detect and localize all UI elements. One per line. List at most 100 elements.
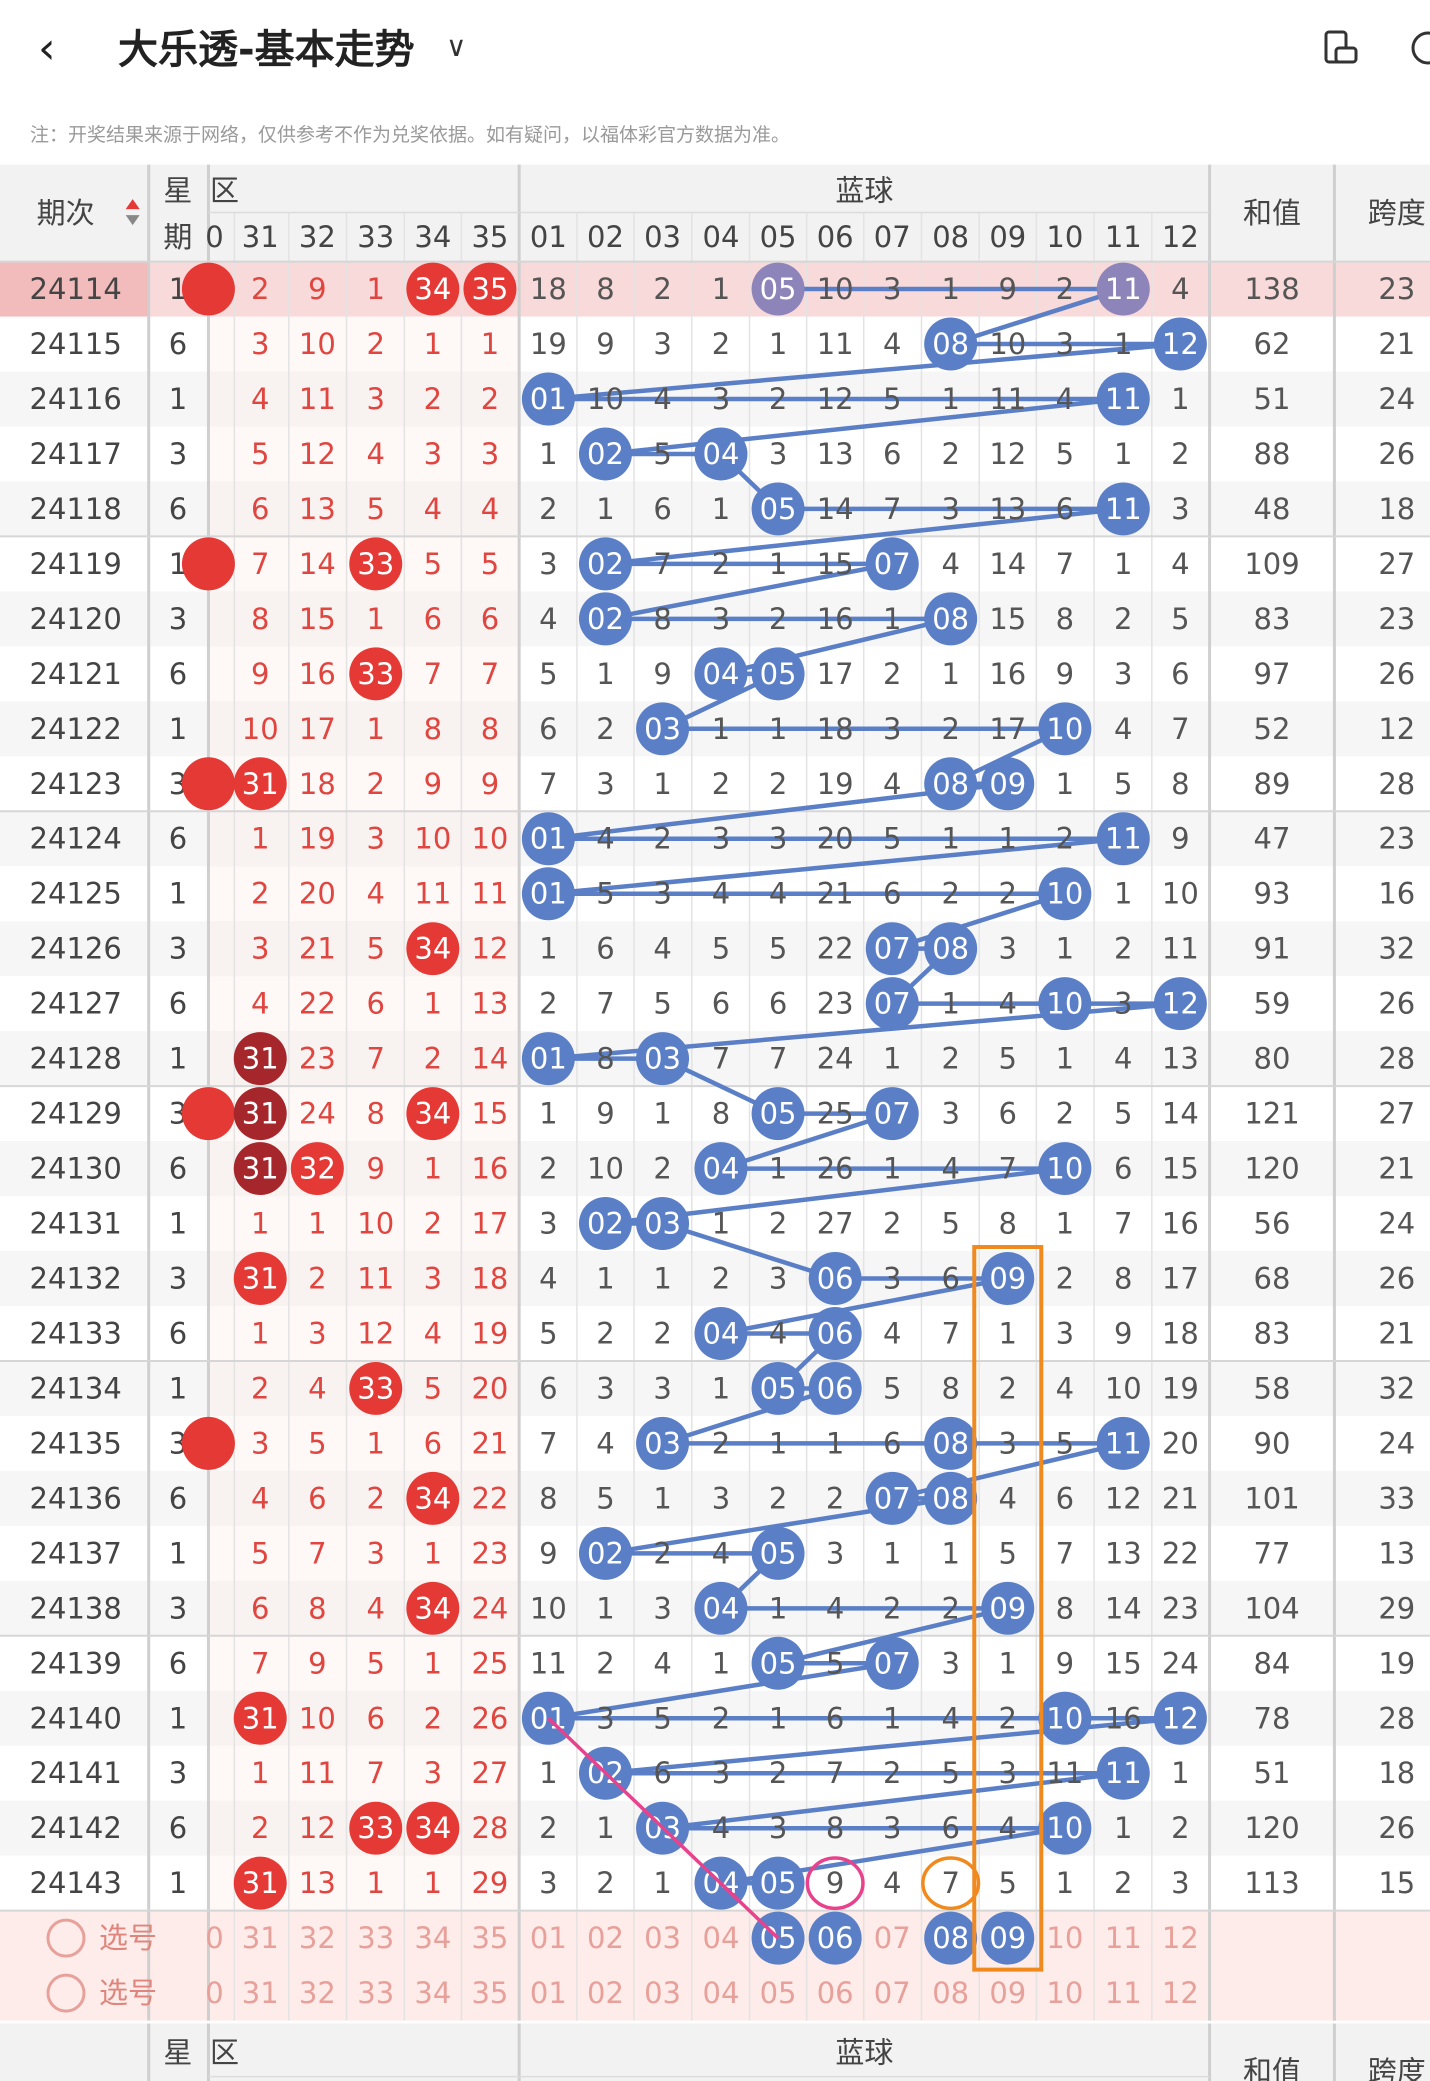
blue-miss-count: 2 — [1056, 1262, 1074, 1296]
blue-miss-count: 6 — [883, 877, 901, 911]
sum-cell: 56 — [1254, 1207, 1291, 1241]
red-miss-count: 1 — [367, 712, 385, 746]
red-miss-count: 7 — [308, 1536, 326, 1570]
blue-miss-count: 4 — [941, 547, 959, 581]
blue-miss-count: 5 — [1056, 437, 1074, 471]
blue-miss-count: 9 — [826, 1866, 844, 1900]
blue-ball-label: 09 — [989, 1591, 1026, 1625]
blue-ball — [1153, 317, 1207, 371]
blue-miss-count: 1 — [941, 382, 959, 416]
blue-ball-label: 08 — [932, 932, 969, 966]
blue-ball — [751, 482, 805, 536]
page-title[interactable]: 大乐透-基本走势 — [118, 27, 415, 73]
selected-blue-ball[interactable] — [808, 1911, 862, 1965]
table-row-24127: 24127 6 4 22 6 1 13 2 7 5 6 6 23 07 1 4 10 3 12 59 26 — [30, 977, 1415, 1031]
select-red-number: 34 — [414, 1976, 451, 2010]
footer-red-zone-header: 区 — [210, 2036, 239, 2070]
span-cell: 33 — [1378, 1481, 1415, 1515]
more-circle-icon[interactable] — [1410, 30, 1430, 66]
span-cell: 23 — [1378, 602, 1415, 636]
red-miss-count: 1 — [308, 1207, 326, 1241]
blue-miss-count: 1 — [769, 712, 787, 746]
red-miss-count: 4 — [424, 492, 442, 526]
red-ball — [349, 1361, 403, 1415]
blue-ball — [636, 702, 690, 756]
blue-miss-count: 14 — [1162, 1097, 1199, 1131]
blue-miss-count: 8 — [1056, 1591, 1074, 1625]
blue-ball-label: 07 — [874, 1646, 911, 1680]
blue-miss-count: 2 — [941, 877, 959, 911]
table-row-24116: 24116 1 4 11 3 2 2 01 10 4 3 2 12 5 1 11 4 11 1 51 24 — [30, 372, 1415, 426]
select-rows-bg — [0, 1910, 1430, 2021]
red-zone-bg — [208, 426, 520, 482]
blue-miss-count: 8 — [1171, 767, 1189, 801]
chevron-down-icon[interactable]: ∨ — [446, 30, 467, 63]
span-cell: 28 — [1378, 1701, 1415, 1735]
blue-miss-count: 11 — [1046, 1756, 1083, 1790]
sum-cell: 59 — [1254, 987, 1291, 1021]
sort-down-icon[interactable] — [125, 215, 140, 226]
span-cell: 18 — [1378, 1756, 1415, 1790]
span-cell: 27 — [1378, 547, 1415, 581]
period-cell: 24122 — [30, 712, 122, 746]
select-row[interactable]: 选号 0 31 32 33 34 35 01 02 03 04 05 06 07 08 09 10 11 12 — [46, 1911, 1199, 1965]
red-col-header: 31 — [242, 220, 279, 254]
blue-miss-count: 1 — [596, 1591, 614, 1625]
span-cell: 18 — [1378, 492, 1415, 526]
week-header: 期 — [163, 220, 192, 254]
blue-miss-count: 6 — [883, 1426, 901, 1460]
period-cell: 24123 — [30, 767, 122, 801]
blue-miss-count: 1 — [941, 1536, 959, 1570]
blue-ball — [636, 1197, 690, 1251]
period-cell: 24137 — [30, 1536, 122, 1570]
radio-circle-icon[interactable] — [46, 1918, 86, 1958]
week-cell: 3 — [169, 767, 187, 801]
red-ball-label: 32 — [299, 1152, 336, 1186]
sort-up-icon[interactable] — [125, 199, 140, 210]
blue-col-header: 04 — [703, 220, 740, 254]
blue-miss-count: 4 — [1114, 1042, 1132, 1076]
blue-miss-count: 3 — [539, 1207, 557, 1241]
selected-blue-ball[interactable] — [981, 1911, 1035, 1965]
blue-miss-count: 2 — [941, 1042, 959, 1076]
sum-cell: 62 — [1254, 327, 1291, 361]
blue-miss-count: 3 — [1056, 1316, 1074, 1350]
blue-miss-count: 16 — [1162, 1207, 1199, 1241]
radio-circle-icon[interactable] — [46, 1973, 86, 2013]
blue-ball — [981, 1581, 1035, 1635]
blue-miss-count: 4 — [999, 987, 1017, 1021]
screen-rotate-icon[interactable] — [1322, 30, 1358, 66]
disclaimer-note: 注：开奖结果来源于网络，仅供参考不作为兑奖依据。如有疑问，以福体彩官方数据为准。 — [30, 124, 791, 146]
red-miss-count: 3 — [424, 1756, 442, 1790]
select-blue-number: 01 — [530, 1976, 567, 2010]
red-miss-count: 21 — [471, 1426, 508, 1460]
blue-miss-count: 7 — [941, 1866, 959, 1900]
period-cell: 24117 — [30, 437, 122, 471]
blue-col-header: 12 — [1162, 220, 1199, 254]
table-row-24119: 24119 1 7 14 33 5 5 3 02 7 2 1 15 07 4 14 7 1 4 109 27 — [30, 537, 1415, 591]
blue-miss-count: 10 — [530, 1591, 567, 1625]
blue-miss-count: 2 — [596, 1646, 614, 1680]
blue-miss-count: 6 — [999, 1097, 1017, 1131]
blue-miss-count: 1 — [1171, 382, 1189, 416]
red-miss-count: 1 — [424, 1536, 442, 1570]
blue-miss-count: 1 — [1114, 437, 1132, 471]
blue-miss-count: 2 — [826, 1481, 844, 1515]
red-zone-bg — [208, 481, 520, 537]
period-cell: 24118 — [30, 492, 122, 526]
red-ball-label: 34 — [414, 1097, 451, 1131]
red-miss-count: 1 — [424, 1646, 442, 1680]
blue-ball — [521, 867, 575, 921]
red-miss-count: 4 — [367, 437, 385, 471]
blue-miss-count: 3 — [539, 547, 557, 581]
blue-miss-count: 19 — [530, 327, 567, 361]
red-zone-bg — [208, 1745, 520, 1801]
blue-miss-count: 19 — [1162, 1371, 1199, 1405]
select-row[interactable]: 选号 0 31 32 33 34 35 01 02 03 04 05 06 07 08 09 10 11 12 — [46, 1973, 1199, 2013]
selected-blue-ball[interactable] — [924, 1911, 978, 1965]
blue-miss-count: 3 — [1114, 987, 1132, 1021]
table-row-24114: 24114 1 2 9 1 34 35 18 8 2 1 05 10 3 1 9 2 11 4 138 23 — [30, 262, 1415, 316]
period-cell: 24124 — [30, 822, 122, 856]
chevron-left-icon[interactable]: ‹ — [38, 23, 56, 74]
blue-ball — [924, 1471, 978, 1525]
